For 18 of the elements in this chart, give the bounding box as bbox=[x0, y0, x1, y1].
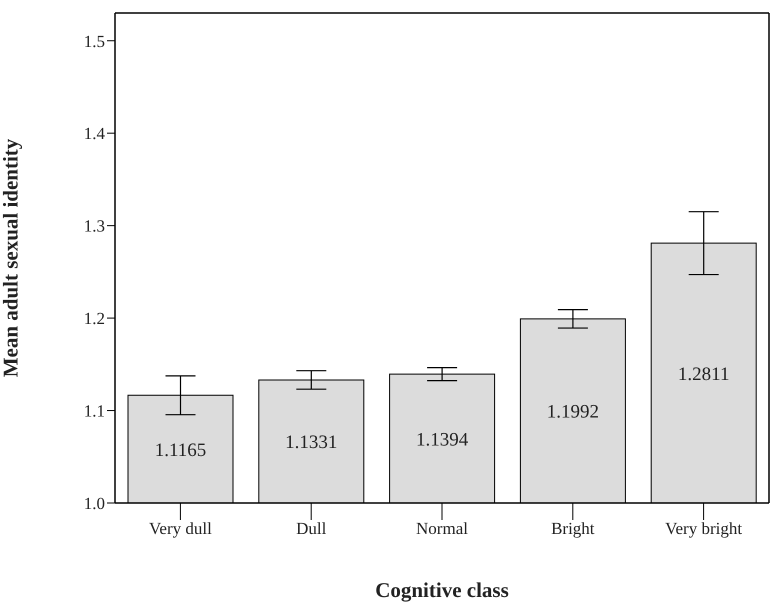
y-tick-label: 1.2 bbox=[84, 309, 105, 328]
x-tick-label: Normal bbox=[416, 519, 468, 538]
data-label: 1.1992 bbox=[546, 402, 600, 423]
y-axis-title: Mean adult sexual identity bbox=[0, 138, 22, 378]
x-tick-label: Very bright bbox=[665, 519, 742, 538]
y-tick-label: 1.1 bbox=[84, 402, 105, 421]
y-tick-label: 1.5 bbox=[84, 32, 105, 51]
x-tick-label: Dull bbox=[296, 519, 327, 538]
y-tick-label: 1.0 bbox=[84, 494, 105, 514]
y-tick-label: 1.3 bbox=[84, 216, 105, 236]
y-tick-label: 1.4 bbox=[84, 124, 106, 144]
data-label: 1.1394 bbox=[416, 429, 469, 450]
data-label: 1.2811 bbox=[678, 364, 730, 385]
data-label: 1.1165 bbox=[154, 440, 206, 461]
data-label: 1.1331 bbox=[285, 432, 338, 454]
x-tick-label: Bright bbox=[551, 519, 595, 538]
x-axis-title: Cognitive class bbox=[375, 578, 509, 602]
x-tick-label: Very dull bbox=[149, 519, 212, 538]
